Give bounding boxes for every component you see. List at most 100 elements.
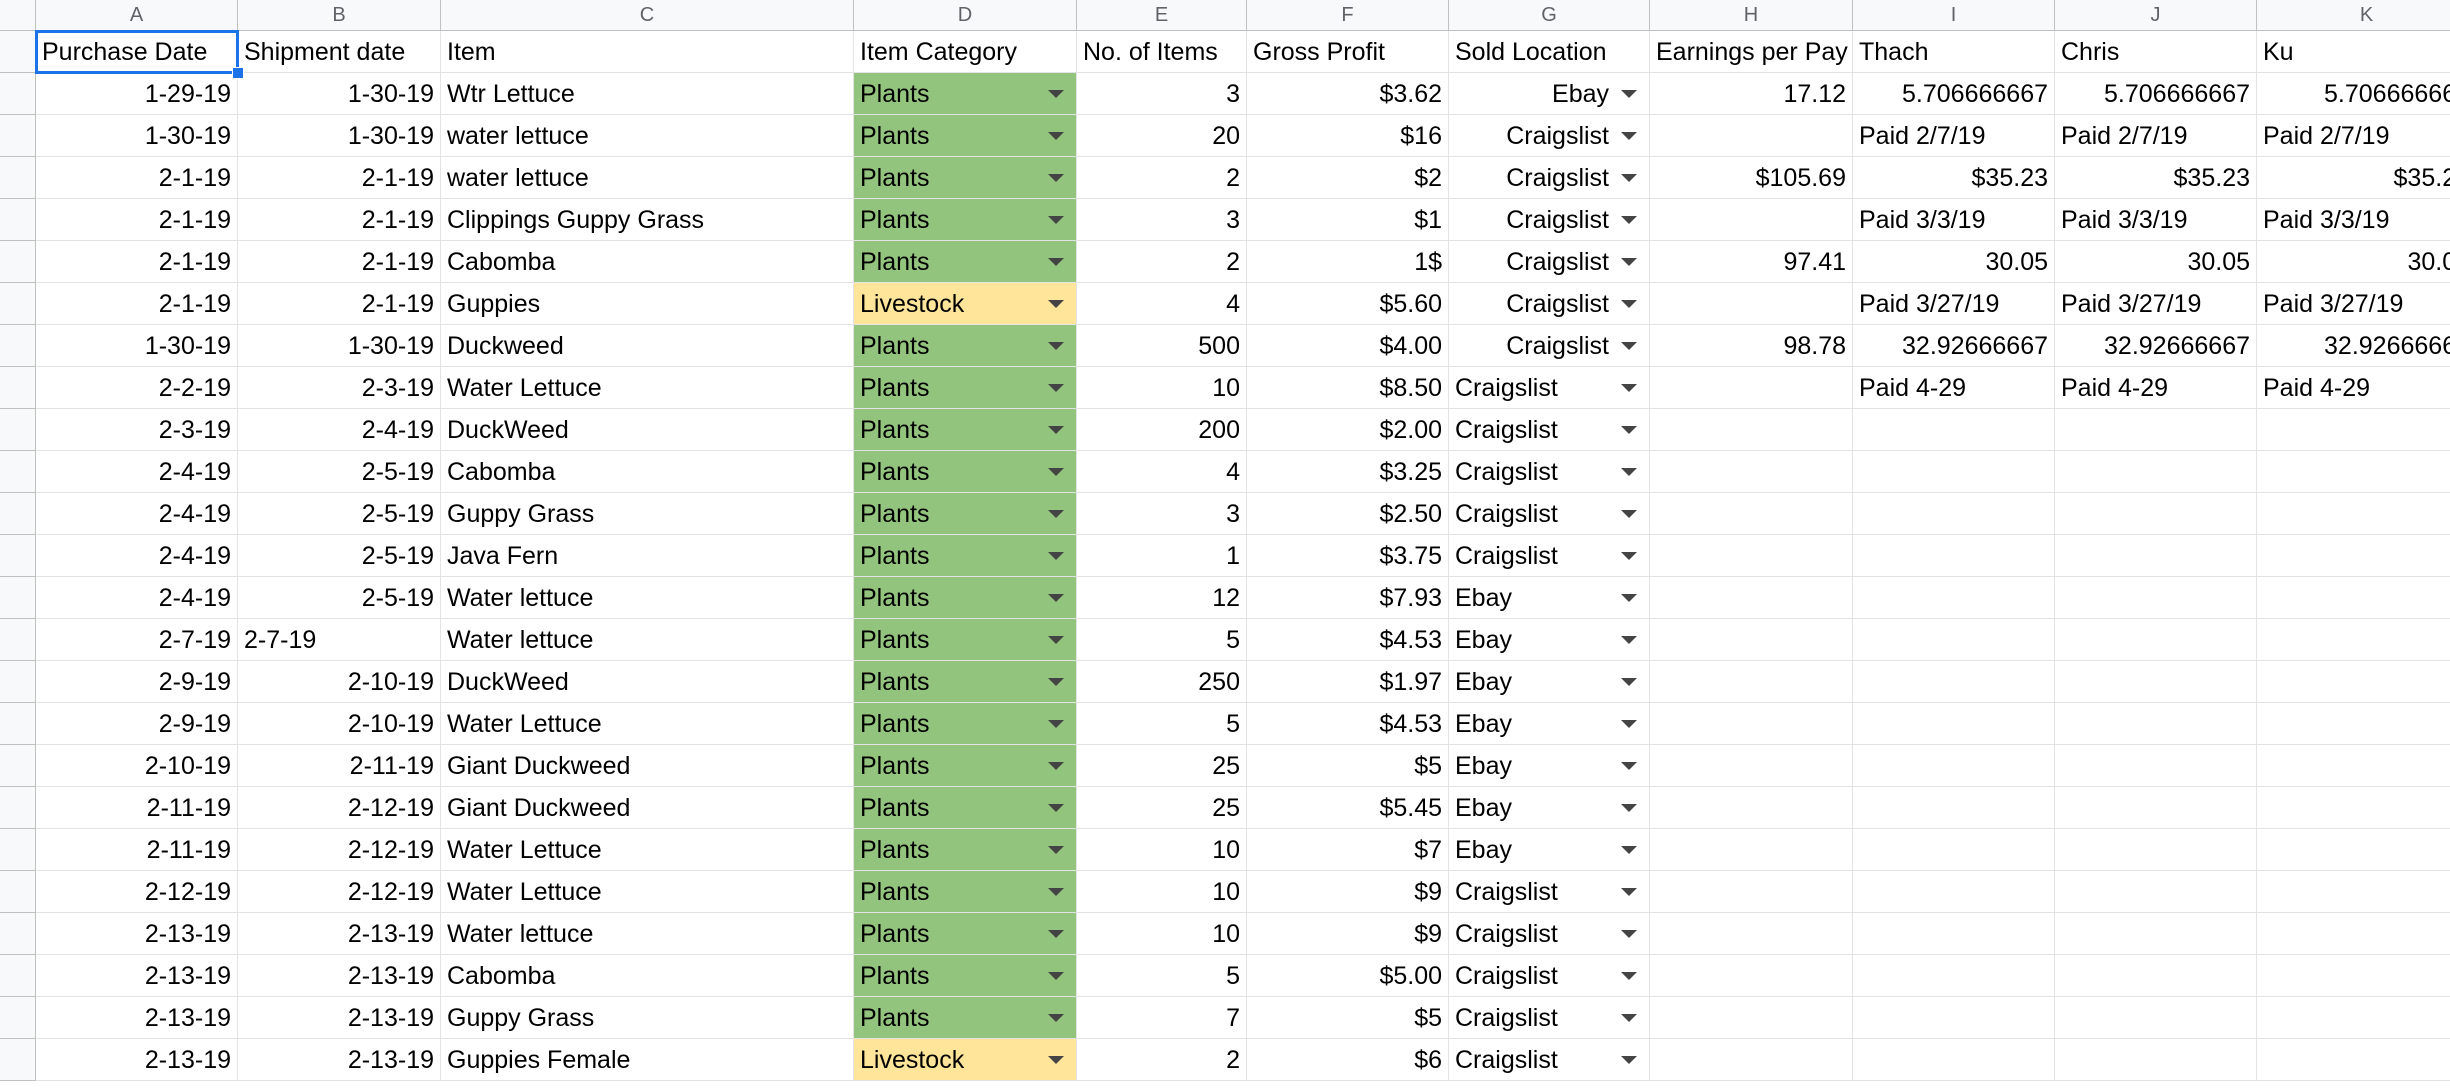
category-dropdown[interactable]: Plants (854, 535, 1077, 577)
cell-i[interactable] (1853, 619, 2055, 661)
cell-j[interactable] (2055, 661, 2257, 703)
cell-h[interactable] (1650, 871, 1853, 913)
cell-a[interactable]: 2-1-19 (36, 157, 238, 199)
cell-k[interactable] (2257, 955, 2450, 997)
cell-k[interactable] (2257, 409, 2450, 451)
cell-c[interactable]: Giant Duckweed (441, 787, 854, 829)
dropdown-arrow-icon[interactable] (1621, 468, 1637, 476)
row-header[interactable] (0, 955, 36, 997)
cell-j[interactable]: 32.92666667 (2055, 325, 2257, 367)
cell-k[interactable]: Paid 4-29 (2257, 367, 2450, 409)
cell-j[interactable] (2055, 703, 2257, 745)
dropdown-arrow-icon[interactable] (1048, 384, 1064, 392)
cell-b[interactable]: 1-30-19 (238, 115, 441, 157)
cell-e[interactable]: 10 (1077, 367, 1247, 409)
row-header[interactable] (0, 829, 36, 871)
cell-f[interactable]: $3.25 (1247, 451, 1449, 493)
header-cell-b[interactable]: Shipment date (238, 31, 441, 73)
cell-h[interactable]: 17.12 (1650, 73, 1853, 115)
cell-c[interactable]: Clippings Guppy Grass (441, 199, 854, 241)
cell-j[interactable]: Paid 3/27/19 (2055, 283, 2257, 325)
dropdown-arrow-icon[interactable] (1621, 720, 1637, 728)
cell-c[interactable]: Java Fern (441, 535, 854, 577)
cell-f[interactable]: $5.45 (1247, 787, 1449, 829)
dropdown-arrow-icon[interactable] (1048, 846, 1064, 854)
sold-location-dropdown[interactable]: Craigslist (1449, 535, 1650, 577)
cell-k[interactable] (2257, 535, 2450, 577)
cell-e[interactable]: 25 (1077, 745, 1247, 787)
cell-a[interactable]: 2-13-19 (36, 997, 238, 1039)
dropdown-arrow-icon[interactable] (1048, 1014, 1064, 1022)
cell-j[interactable] (2055, 955, 2257, 997)
dropdown-arrow-icon[interactable] (1048, 258, 1064, 266)
sold-location-dropdown[interactable]: Ebay (1449, 703, 1650, 745)
cell-a[interactable]: 1-30-19 (36, 325, 238, 367)
cell-a[interactable]: 2-4-19 (36, 577, 238, 619)
dropdown-arrow-icon[interactable] (1048, 804, 1064, 812)
cell-a[interactable]: 1-30-19 (36, 115, 238, 157)
sold-location-dropdown[interactable]: Ebay (1449, 787, 1650, 829)
cell-c[interactable]: Cabomba (441, 241, 854, 283)
sold-location-dropdown[interactable]: Craigslist (1449, 115, 1650, 157)
sold-location-dropdown[interactable]: Craigslist (1449, 157, 1650, 199)
row-header[interactable] (0, 199, 36, 241)
dropdown-arrow-icon[interactable] (1621, 636, 1637, 644)
category-dropdown[interactable]: Plants (854, 409, 1077, 451)
cell-a[interactable]: 2-4-19 (36, 493, 238, 535)
cell-h[interactable] (1650, 367, 1853, 409)
cell-i[interactable] (1853, 1039, 2055, 1081)
column-header-a[interactable]: A (36, 0, 238, 31)
row-header[interactable] (0, 367, 36, 409)
category-dropdown[interactable]: Plants (854, 661, 1077, 703)
column-header-c[interactable]: C (441, 0, 854, 31)
cell-b[interactable]: 2-12-19 (238, 871, 441, 913)
dropdown-arrow-icon[interactable] (1048, 678, 1064, 686)
cell-b[interactable]: 2-5-19 (238, 577, 441, 619)
category-dropdown[interactable]: Plants (854, 829, 1077, 871)
cell-e[interactable]: 3 (1077, 73, 1247, 115)
cell-b[interactable]: 1-30-19 (238, 325, 441, 367)
cell-a[interactable]: 2-9-19 (36, 703, 238, 745)
cell-e[interactable]: 250 (1077, 661, 1247, 703)
row-header[interactable] (0, 31, 36, 73)
header-cell-j[interactable]: Chris (2055, 31, 2257, 73)
header-cell-d[interactable]: Item Category (854, 31, 1077, 73)
cell-b[interactable]: 2-5-19 (238, 535, 441, 577)
sold-location-dropdown[interactable]: Ebay (1449, 829, 1650, 871)
cell-h[interactable] (1650, 451, 1853, 493)
dropdown-arrow-icon[interactable] (1048, 762, 1064, 770)
cell-e[interactable]: 10 (1077, 871, 1247, 913)
cell-e[interactable]: 3 (1077, 199, 1247, 241)
cell-a[interactable]: 2-13-19 (36, 955, 238, 997)
dropdown-arrow-icon[interactable] (1048, 174, 1064, 182)
header-cell-g[interactable]: Sold Location (1449, 31, 1650, 73)
cell-a[interactable]: 2-4-19 (36, 451, 238, 493)
cell-k[interactable] (2257, 451, 2450, 493)
dropdown-arrow-icon[interactable] (1621, 552, 1637, 560)
dropdown-arrow-icon[interactable] (1048, 300, 1064, 308)
category-dropdown[interactable]: Plants (854, 871, 1077, 913)
row-header[interactable] (0, 787, 36, 829)
category-dropdown[interactable]: Plants (854, 577, 1077, 619)
cell-h[interactable] (1650, 115, 1853, 157)
cell-b[interactable]: 2-12-19 (238, 787, 441, 829)
dropdown-arrow-icon[interactable] (1621, 384, 1637, 392)
cell-f[interactable]: $7 (1247, 829, 1449, 871)
sold-location-dropdown[interactable]: Craigslist (1449, 493, 1650, 535)
category-dropdown[interactable]: Plants (854, 745, 1077, 787)
sold-location-dropdown[interactable]: Craigslist (1449, 367, 1650, 409)
cell-f[interactable]: $5.00 (1247, 955, 1449, 997)
cell-k[interactable]: Paid 2/7/19 (2257, 115, 2450, 157)
cell-c[interactable]: Water lettuce (441, 577, 854, 619)
cell-a[interactable]: 2-13-19 (36, 1039, 238, 1081)
dropdown-arrow-icon[interactable] (1621, 174, 1637, 182)
category-dropdown[interactable]: Plants (854, 997, 1077, 1039)
sold-location-dropdown[interactable]: Ebay (1449, 73, 1650, 115)
cell-f[interactable]: $5.60 (1247, 283, 1449, 325)
cell-j[interactable] (2055, 745, 2257, 787)
row-header[interactable] (0, 157, 36, 199)
sold-location-dropdown[interactable]: Ebay (1449, 577, 1650, 619)
cell-i[interactable] (1853, 535, 2055, 577)
cell-e[interactable]: 20 (1077, 115, 1247, 157)
